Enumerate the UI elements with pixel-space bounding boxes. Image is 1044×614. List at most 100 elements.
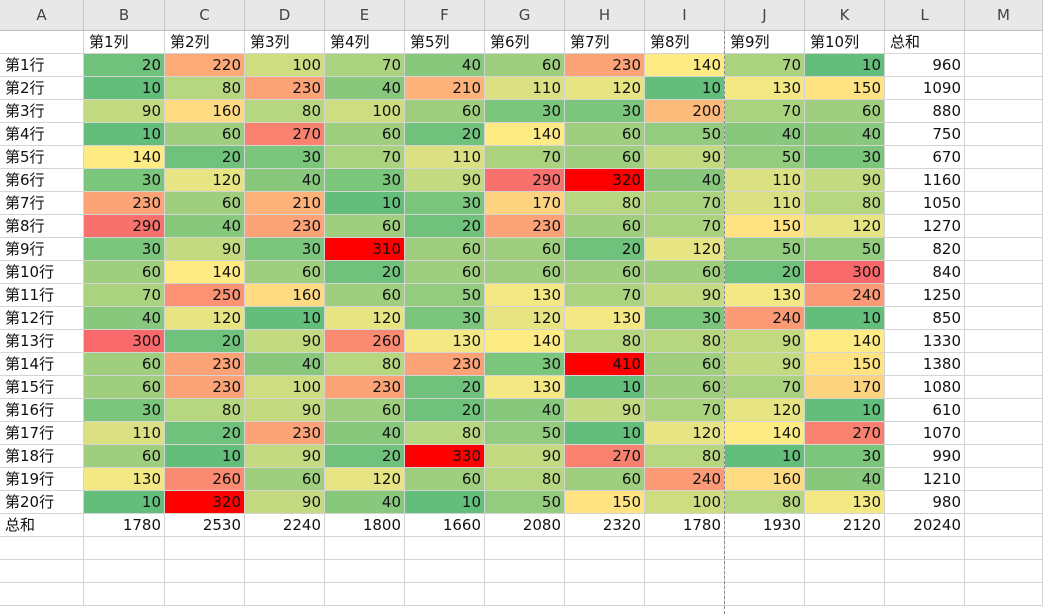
data-cell[interactable]: 10 <box>165 445 245 468</box>
data-cell[interactable]: 210 <box>405 77 485 100</box>
grid-cell[interactable] <box>165 583 245 606</box>
data-cell[interactable]: 130 <box>725 77 805 100</box>
data-cell[interactable]: 30 <box>84 238 165 261</box>
data-cell[interactable]: 60 <box>565 215 645 238</box>
column-title-cell[interactable]: 第3列 <box>245 31 325 54</box>
column-total-cell[interactable]: 1800 <box>325 514 405 537</box>
grid-cell[interactable] <box>965 77 1043 100</box>
totals-label-cell[interactable]: 总和 <box>0 514 84 537</box>
data-cell[interactable]: 80 <box>725 491 805 514</box>
grid-cell[interactable] <box>965 31 1043 54</box>
grid-cell[interactable] <box>405 560 485 583</box>
row-label-cell[interactable]: 第6行 <box>0 169 84 192</box>
data-cell[interactable]: 130 <box>725 284 805 307</box>
data-cell[interactable]: 80 <box>165 399 245 422</box>
grid-cell[interactable] <box>965 215 1043 238</box>
data-cell[interactable]: 60 <box>645 353 725 376</box>
grid-cell[interactable] <box>965 284 1043 307</box>
data-cell[interactable]: 160 <box>165 100 245 123</box>
data-cell[interactable]: 230 <box>325 376 405 399</box>
data-cell[interactable]: 60 <box>325 284 405 307</box>
data-cell[interactable]: 60 <box>84 376 165 399</box>
column-total-cell[interactable]: 2320 <box>565 514 645 537</box>
row-label-cell[interactable]: 第20行 <box>0 491 84 514</box>
data-cell[interactable]: 60 <box>325 123 405 146</box>
data-cell[interactable]: 60 <box>405 468 485 491</box>
column-header-h[interactable]: H <box>565 0 645 31</box>
data-cell[interactable]: 90 <box>485 445 565 468</box>
data-cell[interactable]: 90 <box>245 445 325 468</box>
column-header-e[interactable]: E <box>325 0 405 31</box>
grand-total-cell[interactable]: 20240 <box>885 514 965 537</box>
data-cell[interactable]: 20 <box>325 261 405 284</box>
data-cell[interactable]: 40 <box>165 215 245 238</box>
grid-cell[interactable] <box>965 514 1043 537</box>
grid-cell[interactable] <box>725 537 805 560</box>
row-label-cell[interactable]: 第12行 <box>0 307 84 330</box>
data-cell[interactable]: 80 <box>645 445 725 468</box>
data-cell[interactable]: 310 <box>325 238 405 261</box>
data-cell[interactable]: 230 <box>165 353 245 376</box>
data-cell[interactable]: 70 <box>565 284 645 307</box>
data-cell[interactable]: 90 <box>245 330 325 353</box>
data-cell[interactable]: 80 <box>565 330 645 353</box>
grid-cell[interactable] <box>405 537 485 560</box>
row-total-cell[interactable]: 670 <box>885 146 965 169</box>
grid-cell[interactable] <box>965 468 1043 491</box>
data-cell[interactable]: 120 <box>165 307 245 330</box>
grid-cell[interactable] <box>565 560 645 583</box>
data-cell[interactable]: 230 <box>165 376 245 399</box>
data-cell[interactable]: 40 <box>245 169 325 192</box>
row-total-cell[interactable]: 1050 <box>885 192 965 215</box>
row-label-cell[interactable]: 第15行 <box>0 376 84 399</box>
data-cell[interactable]: 60 <box>245 468 325 491</box>
grid-cell[interactable] <box>965 192 1043 215</box>
data-cell[interactable]: 70 <box>725 376 805 399</box>
data-cell[interactable]: 270 <box>805 422 885 445</box>
grid-cell[interactable] <box>965 261 1043 284</box>
data-cell[interactable]: 50 <box>485 491 565 514</box>
data-cell[interactable]: 230 <box>245 77 325 100</box>
data-cell[interactable]: 100 <box>245 54 325 77</box>
column-title-cell[interactable]: 第6列 <box>485 31 565 54</box>
data-cell[interactable]: 40 <box>325 422 405 445</box>
row-label-cell[interactable]: 第7行 <box>0 192 84 215</box>
data-cell[interactable]: 100 <box>325 100 405 123</box>
data-cell[interactable]: 20 <box>165 146 245 169</box>
column-title-cell[interactable]: 第8列 <box>645 31 725 54</box>
data-cell[interactable]: 60 <box>84 445 165 468</box>
grid-cell[interactable] <box>485 583 565 606</box>
data-cell[interactable]: 60 <box>485 238 565 261</box>
data-cell[interactable]: 240 <box>645 468 725 491</box>
data-cell[interactable]: 40 <box>485 399 565 422</box>
data-cell[interactable]: 10 <box>805 307 885 330</box>
data-cell[interactable]: 70 <box>645 399 725 422</box>
column-title-cell[interactable]: 总和 <box>885 31 965 54</box>
row-total-cell[interactable]: 1380 <box>885 353 965 376</box>
grid-cell[interactable] <box>965 376 1043 399</box>
data-cell[interactable]: 60 <box>165 192 245 215</box>
column-header-c[interactable]: C <box>165 0 245 31</box>
grid-cell[interactable] <box>84 583 165 606</box>
grid-cell[interactable] <box>84 537 165 560</box>
data-cell[interactable]: 300 <box>805 261 885 284</box>
grid-cell[interactable] <box>965 491 1043 514</box>
data-cell[interactable]: 20 <box>405 123 485 146</box>
data-cell[interactable]: 90 <box>565 399 645 422</box>
column-total-cell[interactable]: 2240 <box>245 514 325 537</box>
data-cell[interactable]: 30 <box>405 307 485 330</box>
grid-cell[interactable] <box>485 537 565 560</box>
data-cell[interactable]: 120 <box>725 399 805 422</box>
column-header-a[interactable]: A <box>0 0 84 31</box>
data-cell[interactable]: 60 <box>325 399 405 422</box>
row-total-cell[interactable]: 610 <box>885 399 965 422</box>
data-cell[interactable]: 60 <box>485 54 565 77</box>
data-cell[interactable]: 110 <box>405 146 485 169</box>
column-title-cell[interactable]: 第9列 <box>725 31 805 54</box>
column-total-cell[interactable]: 1930 <box>725 514 805 537</box>
column-header-f[interactable]: F <box>405 0 485 31</box>
grid-cell[interactable] <box>645 560 725 583</box>
data-cell[interactable]: 120 <box>165 169 245 192</box>
data-cell[interactable]: 20 <box>405 399 485 422</box>
data-cell[interactable]: 40 <box>405 54 485 77</box>
